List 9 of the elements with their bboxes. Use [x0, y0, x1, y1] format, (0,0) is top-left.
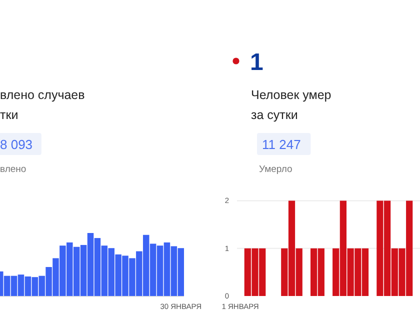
- text: 11 247: [262, 137, 301, 152]
- text: за сутки: [251, 108, 298, 122]
- text: 1: [250, 49, 264, 76]
- text: 8 093: [0, 137, 33, 152]
- text: тки: [0, 108, 18, 122]
- text: Умерло: [259, 164, 292, 175]
- text: Человек умер: [251, 88, 332, 102]
- text: влено случаев: [0, 88, 86, 102]
- text: влено: [0, 164, 26, 175]
